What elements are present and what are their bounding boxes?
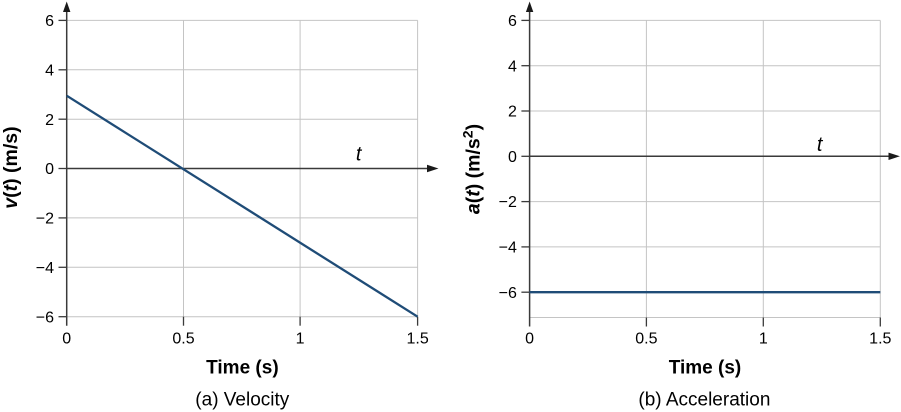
svg-text:0: 0 [525, 330, 534, 347]
svg-text:Time (s): Time (s) [206, 358, 279, 379]
svg-text:−4: −4 [499, 240, 517, 257]
svg-text:6: 6 [45, 13, 54, 30]
svg-text:0: 0 [508, 149, 517, 166]
svg-text:(b) Acceleration: (b) Acceleration [638, 390, 770, 411]
svg-text:4: 4 [45, 62, 54, 79]
svg-text:v(t) (m/s): v(t) (m/s) [0, 126, 22, 208]
svg-text:2: 2 [45, 112, 54, 129]
svg-text:1.5: 1.5 [406, 330, 428, 347]
svg-text:1: 1 [759, 330, 768, 347]
svg-text:−6: −6 [36, 309, 54, 326]
svg-text:−4: −4 [36, 260, 54, 277]
svg-text:2: 2 [508, 104, 517, 121]
svg-text:−2: −2 [36, 211, 54, 228]
svg-text:4: 4 [508, 58, 517, 75]
svg-text:0: 0 [62, 330, 71, 347]
svg-text:(a) Velocity: (a) Velocity [195, 390, 289, 411]
svg-text:−6: −6 [499, 285, 517, 302]
svg-text:a(t) (m/s2): a(t) (m/s2) [460, 124, 485, 214]
svg-text:0: 0 [45, 161, 54, 178]
svg-text:t: t [817, 134, 824, 156]
svg-text:1: 1 [296, 330, 305, 347]
svg-text:−2: −2 [499, 194, 517, 211]
svg-text:0.5: 0.5 [635, 330, 657, 347]
svg-text:0.5: 0.5 [172, 330, 194, 347]
svg-text:1.5: 1.5 [869, 330, 891, 347]
svg-text:t: t [356, 144, 363, 166]
svg-text:Time (s): Time (s) [669, 358, 742, 379]
svg-text:6: 6 [508, 13, 517, 30]
